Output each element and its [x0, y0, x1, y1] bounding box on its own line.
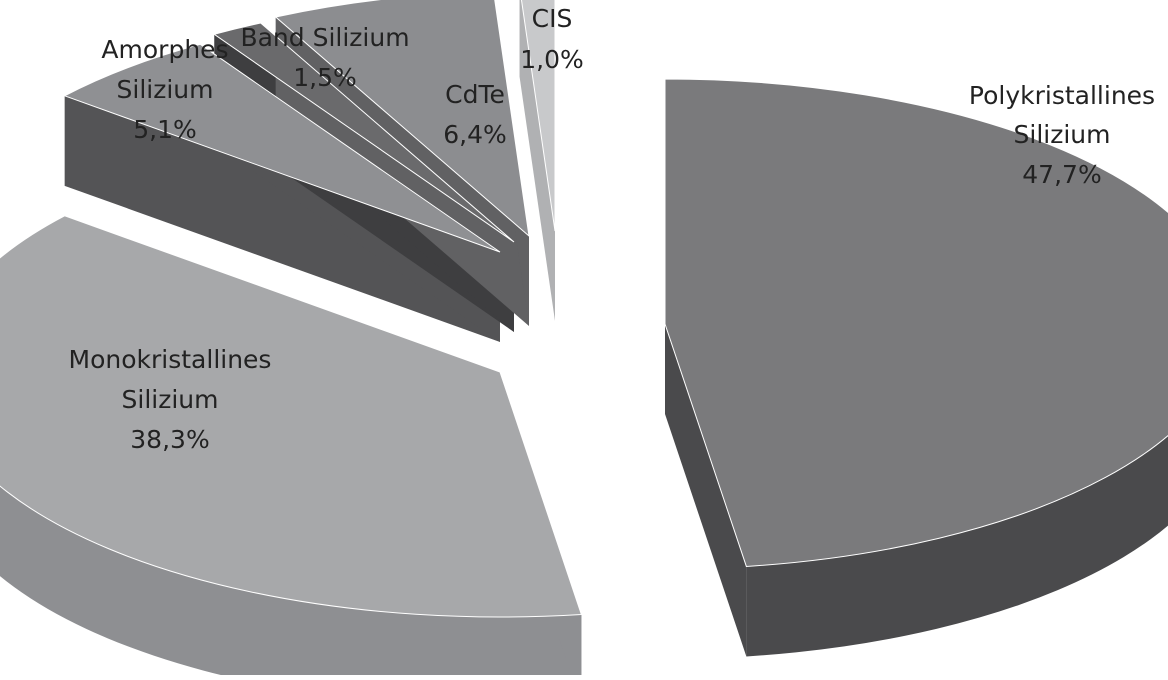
slice-name-label: CIS [532, 4, 573, 33]
slice-value-label: 1,0% [520, 45, 584, 74]
slice-outer-wall [746, 435, 1168, 657]
slice-name-label: Silizium [122, 385, 219, 414]
slice-tops [0, 0, 1168, 618]
slice-value-label: 1,5% [293, 63, 357, 92]
slice-name-label: Monokristallines [69, 345, 272, 374]
slice-value-label: 6,4% [443, 120, 507, 149]
slice-name-label: Silizium [1014, 120, 1111, 149]
pie-slice [274, 0, 530, 238]
slice-name-label: Amorphes [101, 35, 228, 64]
slice-name-label: Band Silizium [240, 23, 409, 52]
pie-slice [0, 215, 583, 618]
slice-name-label: CdTe [445, 80, 505, 109]
slice-cut-face [64, 95, 500, 343]
slice-name-label: Polykristallines [969, 81, 1155, 110]
slice-name-label: Silizium [117, 75, 214, 104]
slice-side [665, 324, 1168, 657]
pie-slice [664, 78, 1168, 567]
slice-value-label: 38,3% [130, 425, 209, 454]
pie-slice [63, 43, 501, 253]
slice-value-label: 47,7% [1022, 160, 1101, 189]
slice-cut-face [665, 324, 747, 657]
slice-side [519, 0, 555, 321]
slice-labels: Polykristallines Silizium 47,7% Monokristal… [69, 4, 1156, 454]
slice-value-label: 5,1% [133, 115, 197, 144]
slice-outer-wall [0, 486, 582, 680]
pie-slice [213, 22, 515, 243]
slice-cut-face [519, 0, 555, 321]
pie-slice [520, 0, 556, 232]
